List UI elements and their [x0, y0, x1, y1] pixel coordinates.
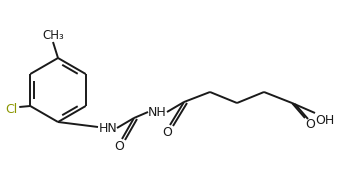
Text: NH: NH — [147, 105, 166, 119]
Text: CH₃: CH₃ — [42, 28, 64, 41]
Text: O: O — [305, 117, 315, 130]
Text: OH: OH — [315, 114, 335, 127]
Text: O: O — [162, 125, 172, 139]
Text: Cl: Cl — [5, 102, 17, 115]
Text: HN: HN — [99, 122, 117, 134]
Text: O: O — [114, 139, 124, 152]
